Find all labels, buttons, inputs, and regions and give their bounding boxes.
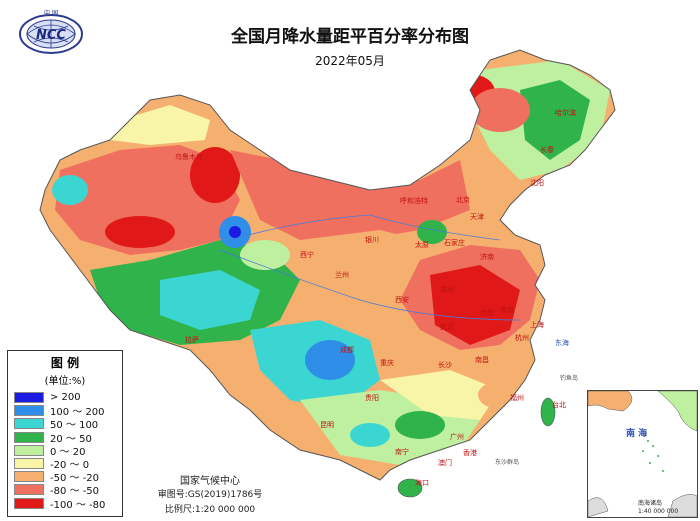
legend-label: 100 ～ 200 [50, 407, 105, 419]
city-label: 兰州 [335, 271, 349, 279]
legend-swatch [14, 497, 44, 509]
legend-label: 50 ～ 100 [50, 420, 99, 432]
legend-item: 100 ～ 200 [8, 404, 122, 419]
city-label: 西宁 [300, 251, 314, 259]
legend-swatch [14, 405, 44, 417]
national-border [39, 49, 616, 481]
label-south-sea-islands: 东沙群岛 [495, 458, 519, 466]
city-label: 拉萨 [185, 336, 199, 344]
city-label: 贵阳 [365, 394, 379, 402]
city-label: 成都 [340, 346, 354, 354]
legend-swatch [14, 431, 44, 443]
city-label: 长春 [540, 146, 554, 154]
city-label: 澳门 [438, 459, 452, 467]
legend-item: 50 ～ 100 [8, 417, 122, 432]
legend-item: -100 ～ -80 [8, 497, 122, 511]
label-east-sea: 东海 [555, 338, 569, 347]
city-label: 南昌 [475, 356, 489, 364]
legend-swatch [14, 458, 44, 470]
city-label: 昆明 [320, 421, 334, 429]
legend-title: 图 例 [50, 356, 80, 370]
city-label: 重庆 [380, 359, 394, 367]
legend-swatch [14, 471, 44, 483]
city-label: 武汉 [440, 323, 454, 331]
city-label: 呼和浩特 [400, 197, 428, 205]
map-subtitle: 2022年05月 [315, 54, 385, 68]
city-label: 台北 [552, 401, 566, 409]
legend-swatch [14, 418, 44, 430]
legend-unit: (单位:%) [44, 376, 86, 387]
logo-top-text: 中 国 [44, 9, 58, 17]
legend-label: -50 ～ -20 [50, 473, 100, 485]
legend-swatch [14, 444, 44, 456]
city-label: 天津 [470, 213, 484, 221]
city-label: 广州 [450, 433, 464, 441]
city-label: 福州 [510, 394, 524, 402]
city-label: 香港 [463, 449, 477, 457]
legend-item: -20 ～ 0 [8, 457, 122, 472]
river-yangtze [219, 249, 521, 321]
legend-label: -20 ～ 0 [50, 460, 90, 472]
city-label: 乌鲁木齐 [175, 153, 203, 161]
legend-item: 20 ～ 50 [8, 431, 122, 445]
city-label: 哈尔滨 [555, 109, 576, 117]
city-label: 济南 [480, 253, 494, 261]
legend-item: -80 ～ -50 [8, 483, 122, 498]
city-label: 上海 [530, 321, 544, 329]
inset-title: 南 海 [626, 427, 647, 439]
legend-label: -80 ～ -50 [50, 486, 100, 498]
footer-scale: 比例尺:1:20 000 000 [164, 505, 256, 515]
city-label: 南京 [500, 306, 514, 314]
hainan [397, 478, 423, 498]
city-label: 海口 [415, 479, 429, 487]
legend-label: > 200 [50, 392, 81, 404]
city-label: 银川 [365, 236, 379, 244]
city-label: 石家庄 [444, 239, 465, 247]
city-label: 西安 [395, 296, 409, 304]
legend-label: -100 ～ -80 [50, 499, 106, 511]
legend-label: 0 ～ 20 [50, 446, 86, 458]
inset-caption: 南海诸岛 [638, 499, 662, 507]
inset-scale: 1:40 000 000 [638, 508, 678, 515]
footer-approval: 审图号:GS(2019)1786号 [157, 490, 263, 500]
city-label: 杭州 [515, 334, 529, 342]
taiwan [540, 397, 556, 427]
city-label: 北京 [456, 196, 470, 204]
city-label: 太原 [415, 241, 429, 249]
legend-item: 0 ～ 20 [8, 444, 122, 458]
legend-label: 20 ～ 50 [50, 433, 92, 445]
legend: 图 例 (单位:%) > 200 100 ～ 200 50 ～ 100 20 ～ 50… [7, 350, 123, 517]
map-title: 全国月降水量距平百分率分布图 [231, 27, 469, 47]
city-label: 沈阳 [530, 179, 544, 187]
ncc-logo: NCC 中 国 [19, 9, 83, 54]
south-china-sea-inset: 南 海 南海诸岛 1:40 000 000 [587, 390, 698, 518]
city-label: 郑州 [440, 286, 454, 294]
river-yellow [229, 214, 501, 241]
city-label: 南宁 [395, 448, 409, 456]
legend-swatch [14, 484, 44, 496]
label-diaoyu: 钓鱼岛 [560, 374, 578, 382]
legend-swatch [14, 392, 44, 404]
legend-item: -50 ～ -20 [8, 470, 122, 485]
footer-center: 国家气候中心 [180, 476, 240, 487]
legend-item: > 200 [8, 391, 122, 404]
logo-text: NCC [36, 28, 66, 43]
city-label: 合肥 [480, 309, 494, 317]
city-label: 长沙 [438, 361, 452, 369]
